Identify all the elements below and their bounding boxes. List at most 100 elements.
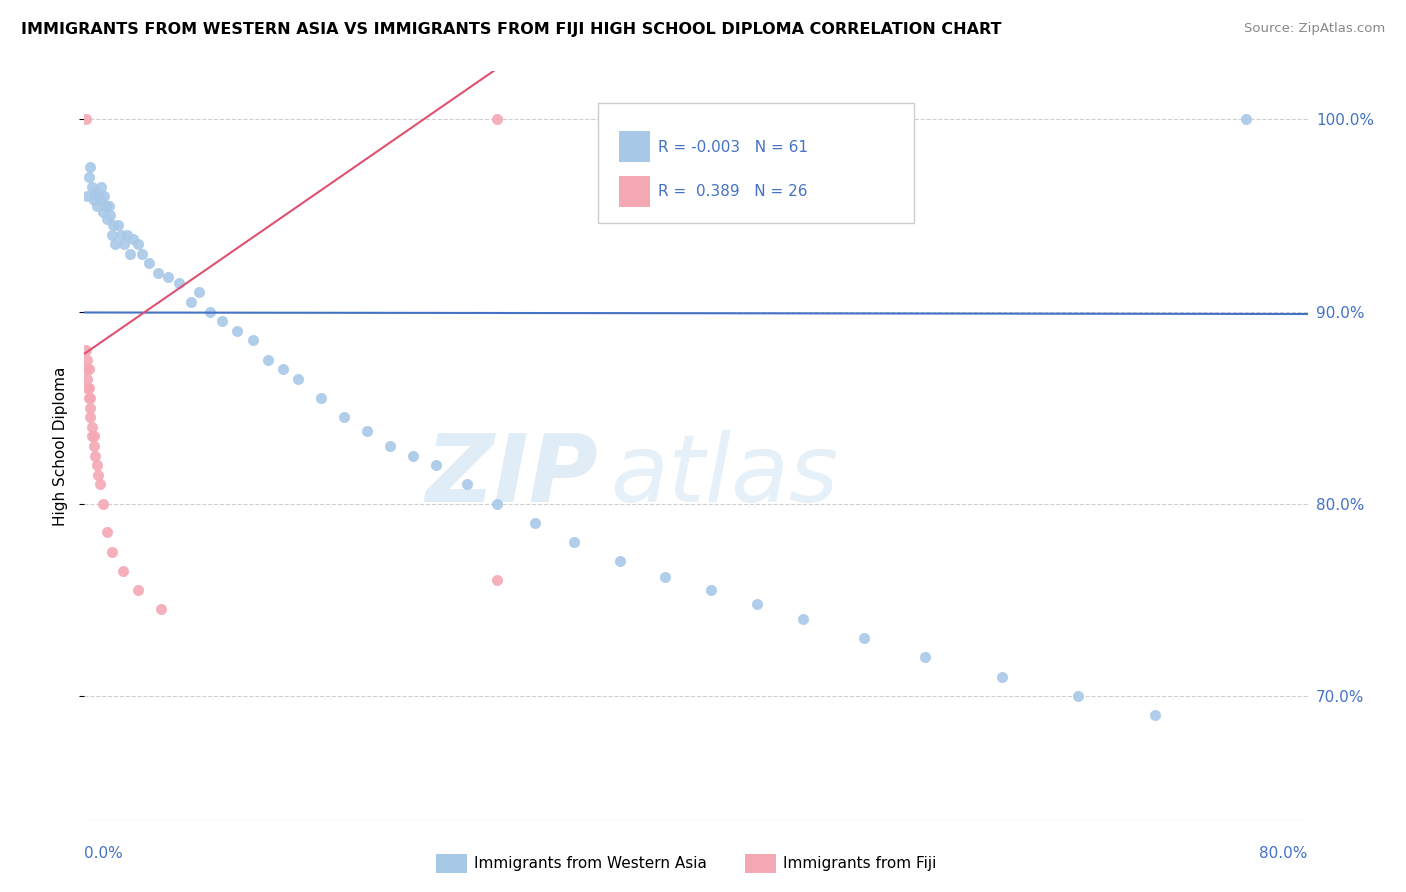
Point [211, 314, 233, 328]
Point [456, 477, 478, 491]
Text: Immigrants from Fiji: Immigrants from Fiji [783, 856, 936, 871]
Point [226, 324, 249, 338]
Point [97, 199, 120, 213]
Text: R =  0.389   N = 26: R = 0.389 N = 26 [658, 185, 807, 199]
Point [79, 401, 101, 415]
Point [853, 631, 876, 645]
Point [93, 189, 115, 203]
Point [167, 276, 190, 290]
Point [76, 189, 98, 203]
Point [87, 189, 110, 203]
Point [654, 569, 676, 583]
Point [79, 161, 101, 175]
Point [83, 193, 105, 207]
Point [188, 285, 211, 300]
Point [94, 199, 117, 213]
Point [1067, 689, 1090, 703]
Point [486, 497, 509, 511]
Point [198, 304, 221, 318]
Point [75, 112, 97, 127]
Point [180, 294, 202, 309]
Point [609, 554, 631, 568]
Point [87, 467, 110, 482]
Point [76, 381, 98, 395]
Point [115, 227, 138, 242]
Point [242, 334, 264, 348]
Point [76, 372, 98, 386]
Text: R = -0.003   N = 61: R = -0.003 N = 61 [658, 140, 808, 154]
Text: Immigrants from Western Asia: Immigrants from Western Asia [474, 856, 707, 871]
Point [1236, 112, 1258, 127]
Point [103, 218, 125, 232]
Point [91, 204, 114, 219]
Point [83, 429, 105, 443]
Text: 0.0%: 0.0% [84, 846, 124, 861]
Point [76, 352, 98, 367]
Point [75, 343, 97, 357]
Point [89, 193, 111, 207]
Point [101, 227, 124, 242]
Point [84, 449, 107, 463]
Point [86, 458, 108, 473]
Point [77, 391, 100, 405]
Point [356, 424, 378, 438]
Point [90, 179, 112, 194]
Point [80, 429, 103, 443]
Point [700, 583, 723, 598]
Point [792, 612, 814, 626]
Point [77, 169, 100, 184]
Point [107, 218, 129, 232]
Point [79, 410, 101, 425]
Point [257, 352, 280, 367]
Point [83, 439, 105, 453]
Point [101, 544, 124, 558]
Y-axis label: High School Diploma: High School Diploma [53, 367, 69, 525]
Point [110, 227, 132, 242]
Point [75, 362, 97, 376]
Point [914, 650, 936, 665]
Point [402, 449, 425, 463]
Point [486, 574, 509, 588]
Text: Source: ZipAtlas.com: Source: ZipAtlas.com [1244, 22, 1385, 36]
Point [333, 410, 356, 425]
Point [380, 439, 402, 453]
Point [425, 458, 447, 473]
Point [98, 209, 121, 223]
Text: ZIP: ZIP [425, 430, 598, 522]
Point [1143, 708, 1166, 723]
Point [486, 112, 509, 127]
Point [86, 199, 108, 213]
Point [311, 391, 333, 405]
Point [747, 597, 769, 611]
Point [562, 535, 585, 549]
Point [79, 391, 101, 405]
Point [157, 269, 180, 284]
Point [127, 237, 149, 252]
Point [991, 669, 1014, 683]
Point [146, 266, 169, 280]
Point [84, 186, 107, 200]
Point [89, 477, 111, 491]
Point [111, 564, 134, 578]
Text: 80.0%: 80.0% [1260, 846, 1308, 861]
Point [122, 231, 145, 245]
Point [138, 256, 160, 270]
Text: IMMIGRANTS FROM WESTERN ASIA VS IMMIGRANTS FROM FIJI HIGH SCHOOL DIPLOMA CORRELA: IMMIGRANTS FROM WESTERN ASIA VS IMMIGRAN… [21, 22, 1001, 37]
Point [120, 247, 142, 261]
Text: atlas: atlas [610, 431, 838, 522]
Point [271, 362, 294, 376]
Point [77, 362, 100, 376]
Point [80, 419, 103, 434]
Point [77, 381, 100, 395]
Point [287, 372, 309, 386]
Point [96, 212, 118, 227]
Point [96, 525, 118, 540]
Point [149, 602, 172, 616]
Point [131, 247, 153, 261]
Point [104, 237, 127, 252]
Point [80, 179, 103, 194]
Point [112, 237, 135, 252]
Point [91, 497, 114, 511]
Point [524, 516, 547, 530]
Point [127, 583, 149, 598]
